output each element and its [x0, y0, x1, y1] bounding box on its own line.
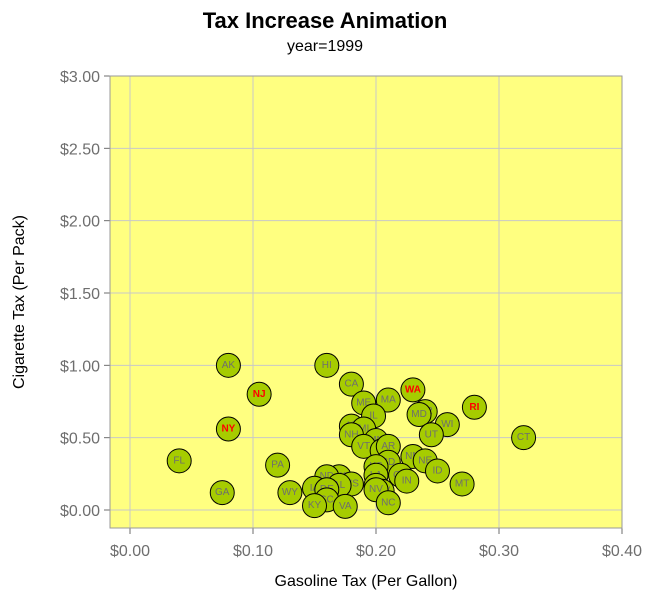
y-tick-label: $1.00 — [60, 358, 100, 375]
point-label: ME — [356, 397, 371, 408]
data-point-fl: FL — [166, 448, 192, 474]
point-marker — [400, 377, 426, 403]
data-point-ny: NY — [215, 416, 241, 442]
point-label: VT — [357, 441, 370, 452]
point-label: AR — [381, 441, 395, 452]
y-tick-label: $1.50 — [60, 286, 100, 303]
point-marker — [406, 402, 432, 428]
x-tick-label: $0.10 — [233, 543, 273, 560]
plot-frame — [109, 75, 623, 529]
point-label: WA — [405, 384, 421, 395]
point-label: ID — [433, 465, 443, 476]
y-tick-label: $2.50 — [60, 141, 100, 158]
data-points: AKNJNYFLGAPAWYHICAMEMAWARIORMDWIUTCTILAZ… — [166, 352, 537, 519]
data-point-wy: WY — [277, 480, 303, 506]
point-label: CT — [517, 432, 530, 443]
point-marker — [166, 448, 192, 474]
data-point-mt: MT — [449, 471, 475, 497]
point-marker — [277, 480, 303, 506]
chart-title: Tax Increase Animation — [202, 8, 448, 33]
point-label: CA — [344, 379, 358, 390]
point-label: UT — [425, 429, 438, 440]
point-marker — [265, 452, 291, 478]
point-label: NY — [221, 423, 235, 434]
data-point-ga: GA — [209, 480, 235, 506]
point-label: HI — [322, 360, 332, 371]
data-point-ri: RI — [461, 394, 487, 420]
point-marker — [461, 394, 487, 420]
point-label: KY — [308, 500, 322, 511]
point-marker — [418, 422, 444, 448]
point-label: NH — [344, 429, 358, 440]
point-label: NJ — [253, 389, 266, 400]
data-point-hi: HI — [314, 352, 340, 378]
point-label: IL — [369, 410, 378, 421]
data-point-ky: KY — [302, 493, 327, 519]
point-marker — [215, 352, 241, 378]
x-tick-label: $0.20 — [356, 543, 396, 560]
point-label: NC — [381, 497, 395, 508]
point-label: NM — [405, 451, 421, 462]
data-point-id: ID — [425, 458, 450, 484]
point-label: SC — [320, 494, 334, 505]
point-marker — [215, 416, 241, 442]
data-point-ca: CA — [338, 371, 364, 397]
y-tick-label: $3.00 — [60, 69, 100, 86]
point-label: PA — [271, 460, 284, 471]
point-label: MI — [358, 423, 369, 434]
data-point-in: IN — [394, 468, 420, 494]
y-axis-ticks: $0.00 $0.50 $1.00 $1.50 $2.00 $2.50 $3.00 — [60, 69, 110, 520]
point-marker — [375, 490, 401, 516]
point-marker — [302, 493, 327, 519]
chart-subtitle: year=1999 — [286, 38, 364, 55]
data-point-nj: NJ — [246, 381, 272, 407]
point-label: AL — [333, 480, 346, 491]
y-tick-label: $2.00 — [60, 214, 100, 231]
point-marker — [375, 387, 401, 413]
point-marker — [338, 371, 364, 397]
point-label: ND — [320, 471, 334, 482]
y-axis-label: Cigarette Tax (Per Pack) — [11, 215, 28, 389]
point-label: NV — [369, 484, 383, 495]
x-axis-ticks: $0.00 $0.10 $0.20 $0.30 $0.40 — [110, 528, 642, 560]
point-marker — [449, 471, 475, 497]
point-marker — [246, 381, 272, 407]
point-label: MS — [344, 478, 359, 489]
x-tick-label: $0.30 — [479, 543, 519, 560]
point-label: FL — [173, 455, 185, 466]
point-marker — [425, 458, 450, 484]
y-tick-label: $0.50 — [60, 431, 100, 448]
data-point-ak: AK — [215, 352, 241, 378]
point-marker — [511, 425, 537, 451]
point-label: MA — [381, 395, 396, 406]
point-label: WY — [282, 487, 298, 498]
x-tick-label: $0.00 — [110, 543, 150, 560]
point-label: RI — [469, 402, 479, 413]
data-point-va: VA — [332, 493, 358, 519]
point-marker — [209, 480, 235, 506]
point-label: GA — [215, 487, 230, 498]
point-marker — [332, 493, 358, 519]
x-axis-label: Gasoline Tax (Per Gallon) — [275, 573, 458, 590]
data-point-md: MD — [406, 402, 432, 428]
point-label: IN — [402, 476, 412, 487]
data-point-ut: UT — [418, 422, 444, 448]
point-marker — [394, 468, 420, 494]
data-point-ct: CT — [511, 425, 537, 451]
x-tick-label: $0.40 — [602, 543, 642, 560]
data-point-ma: MA — [375, 387, 401, 413]
point-marker — [314, 352, 340, 378]
y-tick-label: $0.00 — [60, 503, 100, 520]
point-label: AK — [222, 360, 236, 371]
point-label: MD — [411, 409, 427, 420]
point-label: SD — [381, 457, 395, 468]
data-point-pa: PA — [265, 452, 291, 478]
data-point-nc: NC — [375, 490, 401, 516]
point-label: MT — [455, 478, 469, 489]
data-point-wa: WA — [400, 377, 426, 403]
point-label: NE — [418, 455, 432, 466]
point-label: VA — [339, 501, 352, 512]
point-label: WI — [441, 419, 453, 430]
